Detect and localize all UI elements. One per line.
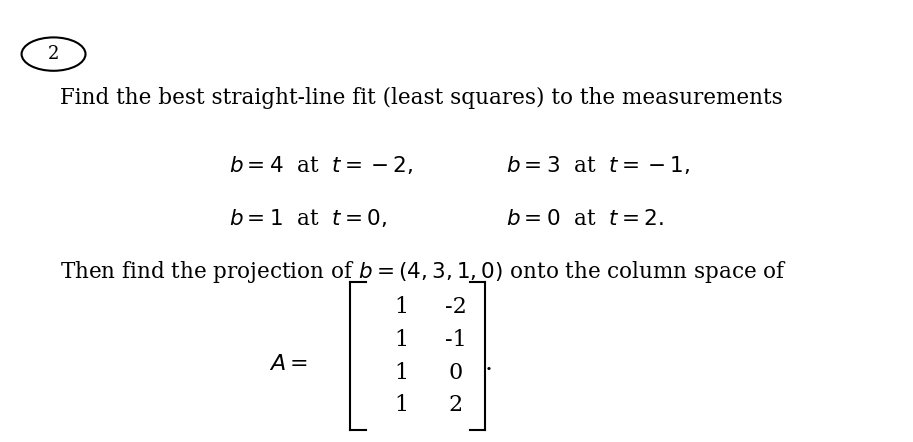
Text: $b=3$  at  $t=-1,$: $b=3$ at $t=-1,$ bbox=[506, 155, 690, 177]
Text: 1: 1 bbox=[394, 394, 408, 416]
Text: 1: 1 bbox=[394, 362, 408, 384]
Text: $b=0$  at  $t=2.$: $b=0$ at $t=2.$ bbox=[506, 208, 664, 230]
Text: $b=4$  at  $t=-2,$: $b=4$ at $t=-2,$ bbox=[228, 155, 413, 177]
Text: -2: -2 bbox=[445, 296, 467, 318]
Text: $A=$: $A=$ bbox=[269, 353, 309, 375]
Text: 0: 0 bbox=[448, 362, 463, 384]
Text: 2: 2 bbox=[47, 45, 59, 63]
Text: Find the best straight-line fit (least squares) to the measurements: Find the best straight-line fit (least s… bbox=[60, 87, 783, 109]
Text: 1: 1 bbox=[394, 296, 408, 318]
Text: Then find the projection of $b=(4,3,1,0)$ onto the column space of: Then find the projection of $b=(4,3,1,0)… bbox=[60, 259, 787, 285]
Text: 1: 1 bbox=[394, 328, 408, 351]
Text: 2: 2 bbox=[448, 394, 463, 416]
Text: -1: -1 bbox=[445, 328, 467, 351]
Text: $b=1$  at  $t=0,$: $b=1$ at $t=0,$ bbox=[228, 208, 386, 230]
Text: .: . bbox=[485, 352, 493, 375]
